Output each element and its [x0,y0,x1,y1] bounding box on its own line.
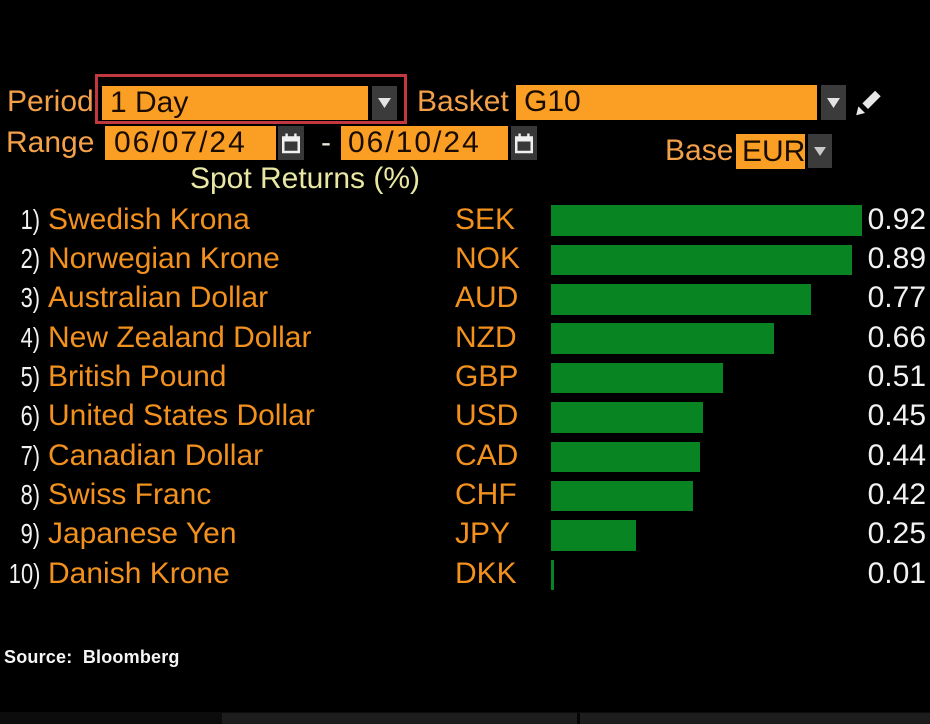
period-select-value: 1 Day [110,85,189,119]
row-bar [551,323,775,354]
row-value: 0.66 [867,320,926,354]
row-currency-ticker: GBP [455,359,519,393]
row-value: 0.44 [867,438,926,472]
row-value: 0.01 [867,556,926,590]
range-end-calendar-button[interactable] [511,126,537,160]
row-rank: 8) [20,479,40,511]
row-currency-name: Danish Krone [48,556,230,590]
row-bar [551,244,852,276]
row-bar [551,362,724,394]
row-value: 0.77 [867,281,926,315]
row-currency-name: Japanese Yen [48,517,237,551]
chart-row: 3) Australian Dollar AUD 0.77 [0,281,930,315]
basket-select-value: G10 [524,85,581,118]
chart-row: 4) New Zealand Dollar NZD 0.66 [0,321,930,354]
row-currency-ticker: NZD [455,320,517,354]
row-currency-name: Swiss Franc [48,478,212,512]
row-currency-ticker: CHF [455,478,517,512]
row-value: 0.45 [867,399,926,433]
row-rank: 1) [20,203,40,235]
row-currency-ticker: NOK [455,241,521,275]
row-rank: 6) [20,400,40,432]
basket-label: Basket [417,85,509,118]
basket-select[interactable]: G10 [516,85,817,120]
chart-row: 9) Japanese Yen JPY 0.25 [0,517,930,551]
row-currency-name: Swedish Krona [48,202,250,236]
range-start-value: 06/07/24 [114,126,247,159]
chart-row: 10) Danish Krone DKK 0.01 [0,556,930,591]
pencil-icon [856,90,881,116]
taskbar-strip-segment [222,713,930,724]
chart-row: 1) Swedish Krona SEK 0.92 [0,203,930,236]
range-label: Range [6,126,95,159]
row-value: 0.25 [867,517,926,551]
base-dropdown-button[interactable] [808,134,832,168]
calendar-icon [515,133,533,153]
basket-edit-button[interactable] [855,86,887,118]
chart-row: 6) United States Dollar USD 0.45 [0,399,930,433]
row-rank: 7) [20,439,40,471]
period-highlight-box [95,74,407,124]
period-select[interactable]: 1 Day [102,85,368,120]
range-start-input[interactable]: 06/07/24 [105,126,276,160]
source-note: Source: Bloomberg [4,647,180,667]
chevron-down-icon [827,97,840,108]
chevron-down-icon [378,97,391,108]
row-currency-name: United States Dollar [48,399,315,433]
base-label: Base [665,133,734,167]
row-currency-ticker: CAD [455,438,519,472]
row-currency-name: Canadian Dollar [48,438,264,472]
row-currency-ticker: AUD [455,281,519,315]
row-rank: 4) [20,321,40,353]
row-currency-ticker: SEK [455,202,516,236]
period-dropdown-button[interactable] [372,85,397,120]
row-currency-ticker: JPY [455,517,511,551]
row-currency-name: New Zealand Dollar [48,320,312,354]
row-value: 0.42 [867,478,926,512]
chart-title: Spot Returns (%) [189,162,421,195]
taskbar-strip-divider [577,713,580,724]
row-rank: 3) [20,282,40,314]
row-bar [551,205,862,236]
row-currency-ticker: DKK [455,556,517,590]
row-currency-name: British Pound [48,359,227,393]
range-start-calendar-button[interactable] [278,126,304,160]
period-label: Period [7,85,94,118]
row-value: 0.51 [867,359,926,393]
range-end-value: 06/10/24 [348,126,481,159]
row-bar [551,520,636,551]
basket-dropdown-button[interactable] [821,85,846,120]
row-currency-ticker: USD [455,399,519,433]
chart-row: 7) Canadian Dollar CAD 0.44 [0,438,930,473]
chart-row: 2) Norwegian Krone NOK 0.89 [0,241,930,276]
row-bar [551,402,704,433]
row-rank: 10) [8,557,41,589]
row-currency-name: Norwegian Krone [48,241,280,275]
row-bar [551,559,555,591]
row-bar [551,284,812,315]
row-bar [551,480,693,512]
range-separator: - [321,126,331,159]
chart-row: 5) British Pound GBP 0.51 [0,359,930,394]
row-value: 0.92 [867,202,926,236]
chart-row: 8) Swiss Franc CHF 0.42 [0,478,930,512]
base-select[interactable]: EUR [736,133,806,169]
row-rank: 9) [20,518,40,550]
row-bar [551,441,700,473]
calendar-icon [282,133,300,153]
row-rank: 5) [20,360,40,392]
range-end-input[interactable]: 06/10/24 [341,126,508,160]
base-select-value: EUR [742,134,806,168]
chevron-down-icon [814,146,826,156]
row-currency-name: Australian Dollar [48,281,269,315]
row-rank: 2) [20,242,40,274]
row-value: 0.89 [867,241,926,275]
